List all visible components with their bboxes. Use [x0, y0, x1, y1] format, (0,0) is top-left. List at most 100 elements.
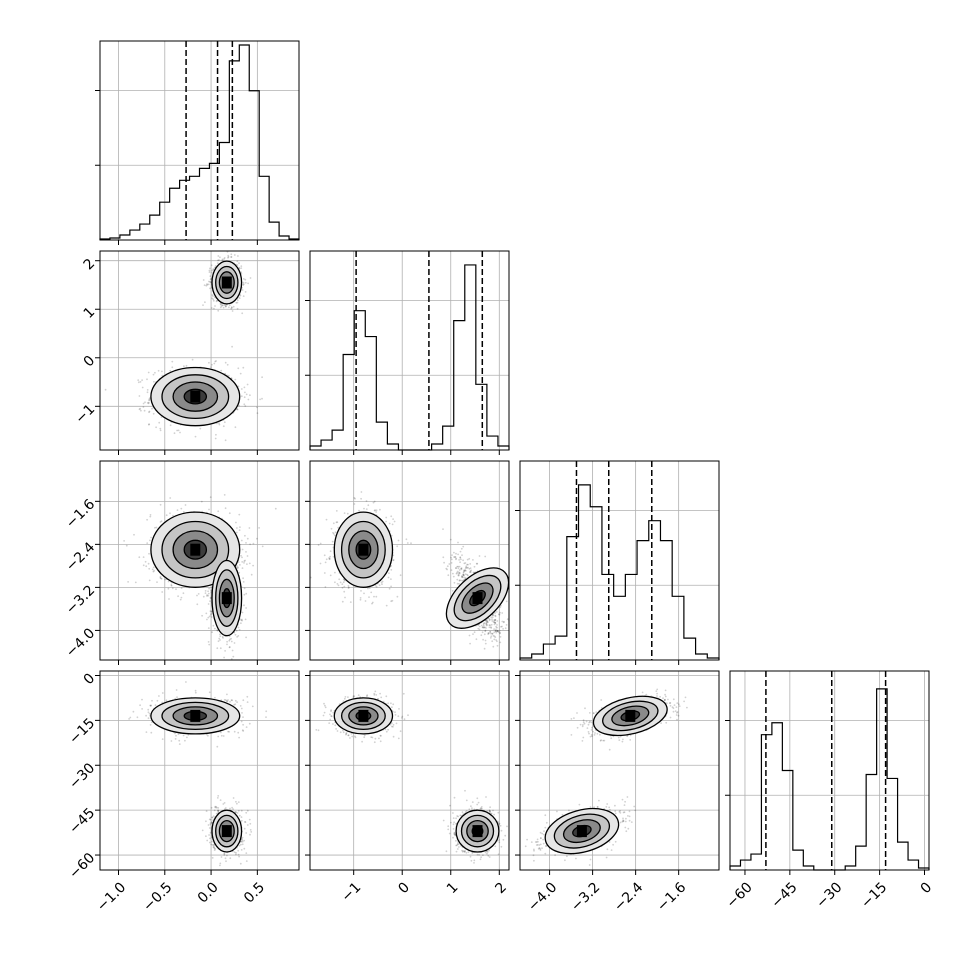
sample-point	[213, 307, 215, 310]
sample-point	[341, 586, 344, 589]
sample-point	[215, 433, 217, 436]
sample-point	[173, 432, 176, 435]
sample-point	[185, 364, 188, 367]
sample-point	[465, 566, 468, 569]
sample-point	[226, 363, 229, 366]
sample-point	[210, 613, 212, 616]
sample-point	[458, 569, 461, 571]
sample-point	[239, 564, 241, 566]
sample-point	[137, 381, 140, 384]
sample-point	[211, 363, 213, 366]
sample-point	[256, 412, 259, 414]
sample-point	[248, 562, 251, 565]
y-tick-label: −1.6	[63, 496, 98, 531]
sample-point	[221, 259, 224, 262]
sample-point	[165, 514, 168, 517]
sample-point	[244, 618, 247, 621]
sample-point	[242, 366, 245, 369]
sample-point	[236, 260, 239, 263]
sample-point	[236, 565, 239, 567]
sample-point	[212, 295, 214, 297]
sample-point	[496, 644, 499, 647]
sample-point	[248, 527, 251, 529]
sample-point	[200, 500, 203, 503]
sample-point	[237, 561, 240, 563]
sample-point	[230, 256, 233, 258]
sample-point	[334, 571, 336, 574]
sample-point	[154, 526, 156, 529]
sample-point	[242, 577, 245, 580]
sample-point	[359, 598, 362, 601]
sample-point	[152, 570, 155, 573]
sample-point	[218, 637, 221, 640]
histogram-axes	[729, 670, 930, 871]
sample-point	[127, 581, 129, 583]
sample-point	[339, 581, 342, 584]
sample-point	[458, 582, 460, 585]
sample-point	[196, 603, 199, 606]
sample-point	[335, 510, 338, 512]
sample-point	[367, 504, 370, 507]
sample-point	[202, 304, 204, 306]
sample-point	[220, 305, 223, 308]
sample-point	[147, 402, 150, 405]
sample-point	[371, 602, 373, 605]
sample-point	[234, 378, 237, 381]
sample-point	[246, 537, 249, 540]
sample-point	[453, 556, 455, 558]
sample-point	[179, 598, 182, 601]
sample-point	[234, 663, 236, 665]
sample-point	[230, 306, 233, 309]
sample-point	[390, 569, 393, 571]
sample-point	[208, 269, 211, 272]
sample-point	[486, 620, 489, 622]
sample-point	[207, 627, 210, 629]
sample-point	[232, 305, 235, 308]
sample-point	[344, 596, 346, 599]
sample-point	[325, 518, 328, 521]
sample-point	[219, 306, 222, 309]
sample-point	[216, 262, 219, 264]
sample-point	[458, 559, 460, 561]
sample-point	[227, 374, 230, 377]
sample-point	[209, 600, 211, 602]
sample-point	[148, 567, 151, 570]
sample-point	[223, 494, 226, 496]
sample-point	[160, 457, 162, 459]
sample-point	[211, 269, 213, 272]
sample-point	[176, 509, 179, 511]
sample-point	[241, 561, 244, 563]
sample-point	[328, 557, 331, 560]
sample-point	[207, 603, 210, 605]
sample-point	[161, 370, 163, 373]
sample-point	[235, 301, 238, 304]
sample-point	[359, 597, 362, 599]
sample-point	[191, 358, 194, 361]
sample-point	[249, 277, 252, 279]
sample-point	[328, 557, 330, 559]
sample-point	[387, 576, 390, 579]
sample-point	[364, 600, 367, 602]
sample-point	[141, 379, 144, 381]
density-peak	[221, 592, 232, 605]
sample-point	[241, 618, 243, 621]
sample-point	[388, 522, 391, 525]
sample-point	[336, 583, 339, 585]
sample-point	[458, 579, 461, 581]
sample-point	[455, 572, 458, 575]
sample-point	[169, 497, 172, 499]
sample-point	[274, 507, 277, 510]
sample-point	[365, 500, 368, 502]
sample-point	[250, 573, 253, 576]
sample-point	[258, 527, 260, 529]
sample-point	[462, 573, 465, 576]
sample-point	[324, 561, 327, 564]
sample-point	[390, 578, 392, 580]
sample-point	[332, 531, 334, 534]
sample-point	[208, 587, 211, 590]
sample-point	[141, 386, 144, 389]
sample-point	[217, 510, 220, 513]
sample-point	[177, 595, 180, 598]
sample-point	[388, 572, 390, 575]
sample-point	[222, 306, 225, 309]
